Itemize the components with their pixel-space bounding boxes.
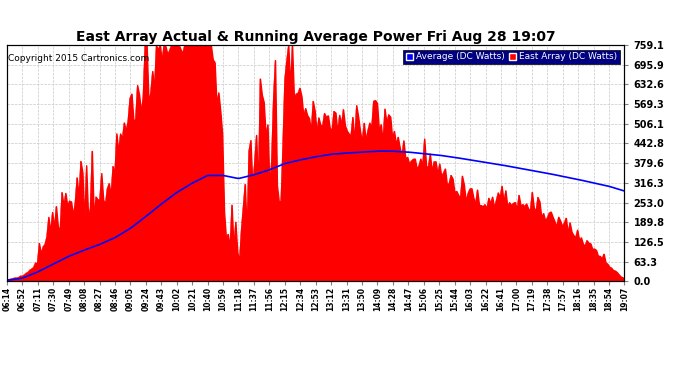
Text: Copyright 2015 Cartronics.com: Copyright 2015 Cartronics.com — [8, 54, 150, 63]
Title: East Array Actual & Running Average Power Fri Aug 28 19:07: East Array Actual & Running Average Powe… — [76, 30, 555, 44]
Legend: Average (DC Watts), East Array (DC Watts): Average (DC Watts), East Array (DC Watts… — [403, 50, 620, 64]
